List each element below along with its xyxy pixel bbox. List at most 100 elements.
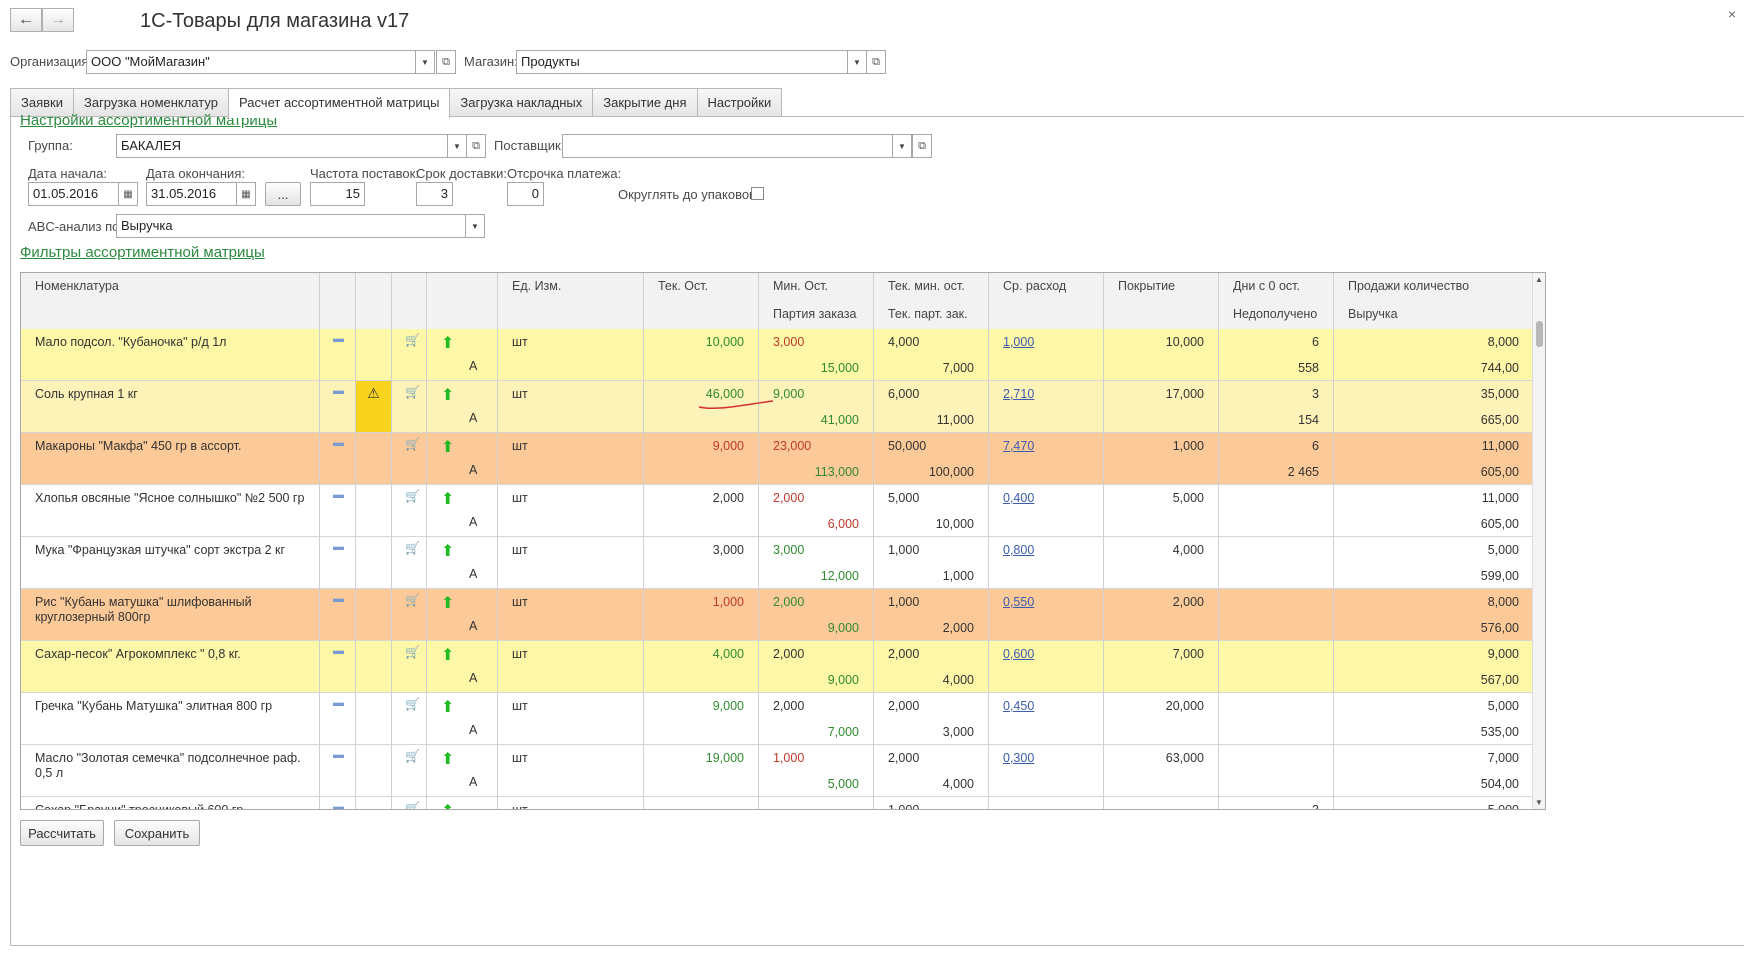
arrow-up-icon[interactable]: ⬆ <box>441 595 455 612</box>
image-icon[interactable]: ▬ <box>333 333 344 345</box>
date-start-calendar-button[interactable]: ▦ <box>118 182 138 206</box>
table-row[interactable]: Мука "Французкая штучка" сорт экстра 2 к… <box>21 537 1535 589</box>
avg-consumption-link[interactable]: 0,400 <box>1003 491 1035 505</box>
col-rev-header[interactable]: Выручка <box>1348 307 1398 321</box>
table-row[interactable]: Масло "Золотая семечка" подсолнечное раф… <box>21 745 1535 797</box>
image-icon[interactable]: ▬ <box>333 697 344 709</box>
freq-field[interactable]: 15 <box>310 182 365 206</box>
settings-section-link[interactable]: Настройки ассортиментной матрицы <box>20 112 278 129</box>
shop-open-button[interactable]: ⧉ <box>866 50 886 74</box>
shop-dropdown-button[interactable]: ▼ <box>847 50 867 74</box>
image-icon[interactable]: ▬ <box>333 385 344 397</box>
avg-consumption-link[interactable]: 0,600 <box>1003 647 1035 661</box>
avg-consumption-link[interactable]: 2,710 <box>1003 387 1035 401</box>
col-curlot-header[interactable]: Тек. парт. зак. <box>888 307 968 321</box>
date-end-field[interactable]: 31.05.2016 <box>146 182 238 206</box>
cart-icon[interactable]: 🛒 <box>405 437 420 451</box>
cart-icon[interactable]: 🛒 <box>405 645 420 659</box>
supplier-open-button[interactable]: ⧉ <box>912 134 932 158</box>
avg-consumption-link[interactable]: 0,450 <box>1003 699 1035 713</box>
cart-icon[interactable]: 🛒 <box>405 697 420 711</box>
date-end-calendar-button[interactable]: ▦ <box>236 182 256 206</box>
col-cover-header[interactable]: Покрытие <box>1118 279 1176 293</box>
org-field[interactable]: ООО "МойМагазин" <box>86 50 416 74</box>
avg-consumption-link[interactable]: 1,000 <box>1003 335 1035 349</box>
arrow-up-icon[interactable]: ⬆ <box>441 647 455 664</box>
delay-field[interactable]: 0 <box>507 182 544 206</box>
group-field[interactable]: БАКАЛЕЯ <box>116 134 448 158</box>
cart-icon[interactable]: 🛒 <box>405 333 420 347</box>
arrow-up-icon[interactable]: ⬆ <box>441 751 455 768</box>
avg-consumption-link[interactable]: 0,550 <box>1003 595 1035 609</box>
tab-load-nomenclature[interactable]: Загрузка номенклатур <box>72 88 229 117</box>
arrow-up-icon[interactable]: ⬆ <box>441 699 455 716</box>
col-cur-header[interactable]: Тек. Ост. <box>658 279 709 293</box>
col-lot-header[interactable]: Партия заказа <box>773 307 857 321</box>
arrow-up-icon[interactable]: ⬆ <box>441 801 454 809</box>
cart-icon[interactable]: 🛒 <box>405 385 420 399</box>
abc-dropdown-button[interactable]: ▼ <box>465 214 485 238</box>
org-open-button[interactable]: ⧉ <box>436 50 456 74</box>
filters-section-link[interactable]: Фильтры ассортиментной матрицы <box>20 244 265 261</box>
arrow-up-icon[interactable]: ⬆ <box>441 491 455 508</box>
delivery-field[interactable]: 3 <box>416 182 453 206</box>
back-button[interactable]: ← <box>10 8 42 32</box>
arrow-up-icon[interactable]: ⬆ <box>441 387 455 404</box>
avg-consumption-link[interactable]: 0,800 <box>1003 543 1035 557</box>
org-dropdown-button[interactable]: ▼ <box>415 50 435 74</box>
col-min-header[interactable]: Мин. Ост. <box>773 279 829 293</box>
scroll-up-icon[interactable]: ▲ <box>1535 275 1543 284</box>
tab-close-day[interactable]: Закрытие дня <box>592 88 698 117</box>
cart-icon[interactable]: 🛒 <box>405 749 420 763</box>
image-icon[interactable]: ▬ <box>333 541 344 553</box>
calculate-button[interactable]: Рассчитать <box>20 820 104 846</box>
image-icon[interactable]: ▬ <box>333 801 344 810</box>
avg-consumption-link[interactable]: 7,470 <box>1003 439 1035 453</box>
table-row[interactable]: Хлопья овсяные "Ясное солнышко" №2 500 г… <box>21 485 1535 537</box>
scrollbar-thumb[interactable] <box>1536 321 1543 347</box>
close-icon[interactable]: × <box>1727 6 1736 22</box>
image-icon[interactable]: ▬ <box>333 437 344 449</box>
cart-icon[interactable]: 🛒 <box>405 541 420 555</box>
col-curmin-header[interactable]: Тек. мин. ост. <box>888 279 965 293</box>
image-icon[interactable]: ▬ <box>333 593 344 605</box>
col-unit-header[interactable]: Ед. Изм. <box>512 279 562 293</box>
image-icon[interactable]: ▬ <box>333 489 344 501</box>
arrow-up-icon[interactable]: ⬆ <box>441 335 455 352</box>
group-dropdown-button[interactable]: ▼ <box>447 134 467 158</box>
image-icon[interactable]: ▬ <box>333 749 344 761</box>
abc-field[interactable]: Выручка <box>116 214 468 238</box>
arrow-up-icon[interactable]: ⬆ <box>441 543 455 560</box>
table-row[interactable]: Гречка "Кубань Матушка" элитная 800 гр ▬ 🛒… <box>21 693 1535 745</box>
col-sales-header[interactable]: Продажи количество <box>1348 279 1470 293</box>
cart-icon[interactable]: 🛒 <box>405 593 420 607</box>
round-checkbox[interactable] <box>751 187 764 200</box>
scroll-down-icon[interactable]: ▼ <box>1535 798 1543 807</box>
avg-consumption-link[interactable]: 0,300 <box>1003 751 1035 765</box>
col-name-header[interactable]: Номенклатура <box>35 279 119 293</box>
table-scrollbar[interactable]: ▲ ▼ <box>1532 273 1545 809</box>
tab-settings[interactable]: Настройки <box>696 88 783 117</box>
cart-icon[interactable]: 🛒 <box>405 801 420 810</box>
tab-assortment-matrix[interactable]: Расчет ассортиментной матрицы <box>227 88 451 118</box>
save-button[interactable]: Сохранить <box>114 820 200 846</box>
table-row[interactable]: Сахар "Брауни" тросниковый 600 гр▬🛒⬆Aшт1… <box>21 797 1535 810</box>
date-start-field[interactable]: 01.05.2016 <box>28 182 120 206</box>
period-select-button[interactable]: ... <box>265 182 301 206</box>
tab-load-invoices[interactable]: Загрузка накладных <box>449 88 594 117</box>
warning-icon[interactable]: ⚠ <box>356 381 391 432</box>
group-open-button[interactable]: ⧉ <box>466 134 486 158</box>
image-icon[interactable]: ▬ <box>333 645 344 657</box>
cart-icon[interactable]: 🛒 <box>405 489 420 503</box>
supplier-dropdown-button[interactable]: ▼ <box>892 134 912 158</box>
col-short-header[interactable]: Недополучено <box>1233 307 1318 321</box>
col-days-header[interactable]: Дни с 0 ост. <box>1233 279 1300 293</box>
col-avg-header[interactable]: Ср. расход <box>1003 279 1067 293</box>
tab-requests[interactable]: Заявки <box>10 88 74 117</box>
shop-field[interactable]: Продукты <box>516 50 848 74</box>
arrow-up-icon[interactable]: ⬆ <box>441 439 455 456</box>
